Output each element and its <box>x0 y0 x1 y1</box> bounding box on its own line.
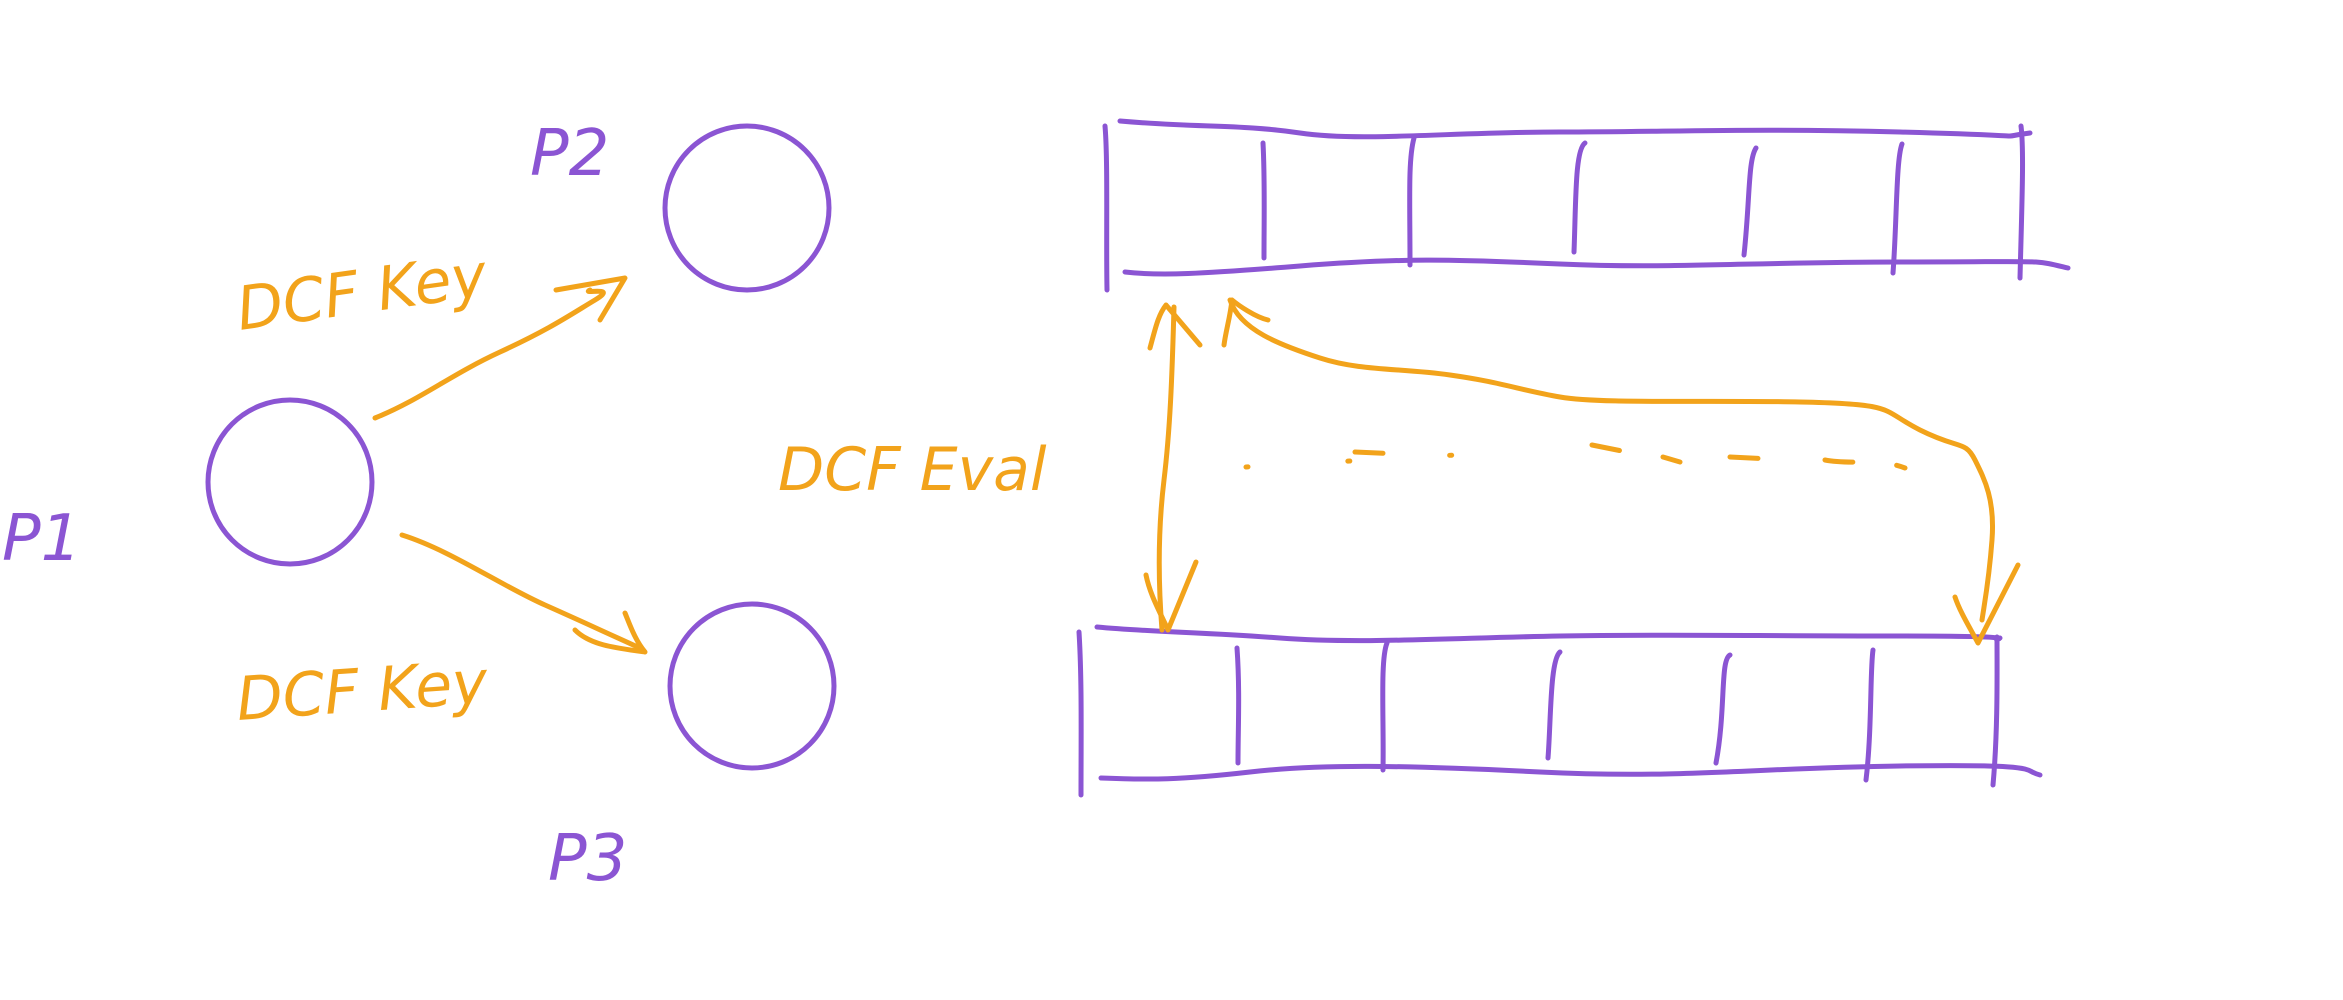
top-array-right-edge <box>2017 123 2026 281</box>
node-p1-label: P1 <box>2 502 81 576</box>
eval-dotted-line <box>1243 450 1493 470</box>
node-p2-label: P2 <box>530 117 609 191</box>
top-array-left-edge <box>1102 123 1110 293</box>
eval-left-arrowhead-down <box>1143 559 1199 633</box>
top-array-divider-3 <box>1571 140 1588 255</box>
bottom-array-divider-3 <box>1545 649 1563 761</box>
edge-p1-p3-arrowhead <box>572 610 648 655</box>
edge-p1-p2-label: DCF Key <box>232 240 492 345</box>
eval-left-double-arrow <box>1156 304 1177 633</box>
edge-p1-p2-arrowhead <box>553 275 628 323</box>
eval-label: DCF Eval <box>778 435 1047 505</box>
node-p3-label: P3 <box>548 822 627 896</box>
node-p1-circle <box>205 397 375 567</box>
top-array-divider-2 <box>1407 135 1417 268</box>
top-array-top-edge <box>1117 118 2033 140</box>
bottom-array-top-edge <box>1094 624 2003 644</box>
bottom-array <box>1076 624 2043 798</box>
bottom-array-bottom-edge <box>1098 763 2043 782</box>
bottom-array-divider-4 <box>1713 652 1733 766</box>
bottom-array-divider-2 <box>1380 640 1390 773</box>
eval-right-curved-arrow <box>1227 297 1996 623</box>
protocol-graph: P1 P2 P3 DCF Key DCF Key <box>2 117 837 896</box>
top-array <box>1102 118 2071 293</box>
eval-left-arrowhead-up <box>1147 302 1203 351</box>
node-p2-circle <box>662 123 832 293</box>
bottom-array-divider-5 <box>1863 647 1876 783</box>
eval-dashed-line <box>1352 442 1908 471</box>
node-p3-circle <box>667 601 837 771</box>
top-array-divider-5 <box>1890 141 1905 276</box>
edge-p1-p3-label: DCF Key <box>234 647 491 734</box>
top-array-divider-4 <box>1741 145 1759 258</box>
edge-p1-p3-arrow <box>399 532 643 651</box>
bottom-array-divider-1 <box>1234 645 1242 766</box>
share-arrays: DCF Eval <box>778 118 2071 798</box>
bottom-array-right-edge <box>1990 634 2000 788</box>
eval-right-arrowhead-up <box>1221 297 1271 348</box>
edge-p1-p2-arrow <box>372 287 606 421</box>
top-array-bottom-edge <box>1122 257 2071 277</box>
eval-right-arrowhead-down <box>1952 562 2021 646</box>
top-array-divider-1 <box>1260 140 1267 261</box>
bottom-array-left-edge <box>1076 629 1084 798</box>
